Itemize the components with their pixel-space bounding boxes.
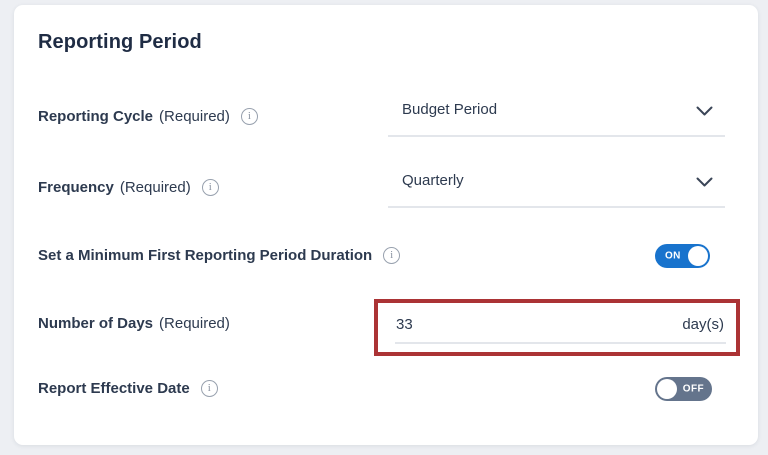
reporting-cycle-label: Reporting Cycle (Required) i <box>38 108 258 125</box>
number-of-days-suffix: day(s) <box>682 316 724 333</box>
reporting-cycle-select[interactable]: Budget Period <box>388 89 725 137</box>
number-of-days-label: Number of Days (Required) <box>38 315 230 332</box>
report-effective-date-toggle[interactable]: OFF <box>655 377 712 401</box>
page-title: Reporting Period <box>38 31 202 53</box>
frequency-select[interactable]: Quarterly <box>388 160 725 208</box>
number-of-days-label-text: Number of Days <box>38 315 154 332</box>
number-of-days-required-text: (Required) <box>159 315 230 332</box>
reporting-period-card: Reporting Period Reporting Cycle (Requir… <box>14 5 758 445</box>
input-underline <box>395 342 726 344</box>
report-effective-date-label-text: Report Effective Date <box>38 380 190 397</box>
chevron-down-icon <box>696 106 713 116</box>
info-icon[interactable]: i <box>383 247 401 264</box>
select-underline <box>388 135 725 137</box>
frequency-label-text: Frequency <box>38 179 114 196</box>
min-first-period-label: Set a Minimum First Reporting Period Dur… <box>38 247 401 264</box>
toggle-off-label: OFF <box>682 383 704 395</box>
min-first-period-toggle[interactable]: ON <box>655 244 710 268</box>
reporting-cycle-label-text: Reporting Cycle <box>38 108 154 125</box>
chevron-down-icon <box>696 177 713 187</box>
select-underline <box>388 206 725 208</box>
toggle-knob <box>688 246 708 266</box>
reporting-cycle-selected-value: Budget Period <box>402 101 498 118</box>
reporting-cycle-required-text: (Required) <box>159 108 230 125</box>
frequency-selected-value: Quarterly <box>402 172 464 189</box>
info-icon[interactable]: i <box>200 380 218 397</box>
toggle-knob <box>657 379 677 399</box>
number-of-days-highlight-box: day(s) <box>374 299 740 356</box>
report-effective-date-label: Report Effective Date i <box>38 380 218 397</box>
min-first-period-label-text: Set a Minimum First Reporting Period Dur… <box>38 247 373 264</box>
toggle-on-label: ON <box>665 250 681 262</box>
info-icon[interactable]: i <box>240 108 258 125</box>
number-of-days-input[interactable] <box>396 316 576 333</box>
frequency-required-text: (Required) <box>119 179 191 196</box>
frequency-label: Frequency (Required) i <box>38 179 219 196</box>
info-icon[interactable]: i <box>201 179 219 196</box>
